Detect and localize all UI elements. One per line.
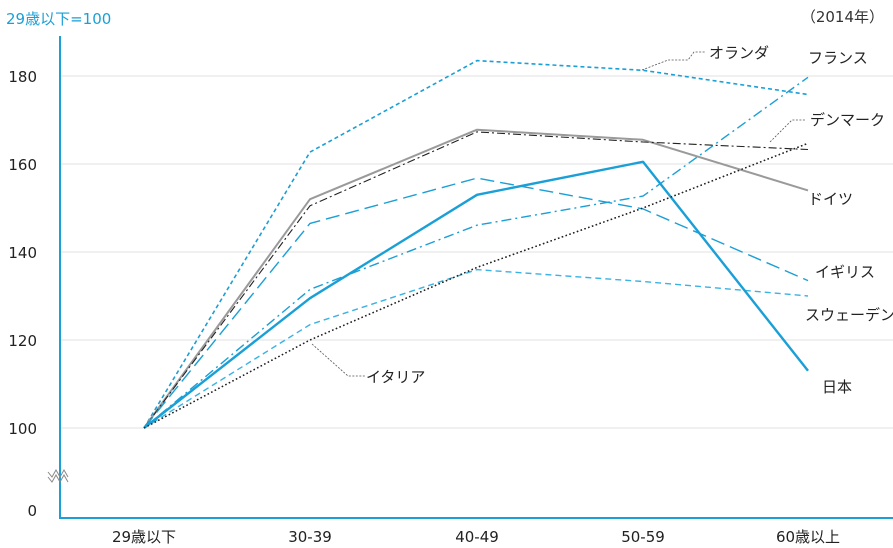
label-leaders [311, 51, 806, 377]
leader-denmark [769, 119, 806, 143]
year-note: （2014年） [801, 8, 884, 26]
series-line-3 [143, 128, 809, 429]
label-germany: ドイツ [808, 190, 853, 208]
series-labels: オランダ フランス デンマーク ドイツ イギリス スウェーデン 日本 イタリア [366, 44, 893, 396]
series-line-4 [143, 131, 809, 429]
series-lines [143, 59, 809, 429]
series-line-2 [143, 142, 809, 429]
label-japan: 日本 [822, 378, 852, 396]
x-tick-1: 30-39 [288, 528, 332, 546]
x-tick-3: 50-59 [621, 528, 665, 546]
series-line-5 [143, 177, 809, 429]
label-sweden: スウェーデン [805, 306, 893, 324]
x-tick-0: 29歳以下 [112, 528, 176, 546]
label-denmark: デンマーク [810, 111, 885, 129]
y-tick-180: 180 [8, 68, 37, 86]
unit-note: 29歳以下=100 [6, 10, 111, 28]
x-tick-labels: 29歳以下 30-39 40-49 50-59 60歳以上 [112, 528, 840, 546]
x-tick-2: 40-49 [455, 528, 499, 546]
grid-lines [60, 75, 893, 429]
y-tick-labels: 0 100 120 140 160 180 [8, 68, 37, 520]
axis-break-mark [47, 468, 69, 484]
label-italy: イタリア [366, 368, 425, 386]
x-tick-4: 60歳以上 [776, 528, 840, 546]
series-line-8 [143, 142, 809, 429]
y-tick-120: 120 [8, 332, 37, 350]
y-tick-100: 100 [8, 420, 37, 438]
series-line-7 [143, 160, 809, 429]
series-line-6 [143, 268, 809, 429]
label-netherlands: オランダ [709, 44, 769, 62]
label-france: フランス [808, 49, 868, 67]
y-tick-140: 140 [8, 244, 37, 262]
leader-netherlands [641, 51, 706, 71]
y-tick-0: 0 [27, 502, 37, 520]
y-tick-160: 160 [8, 156, 37, 174]
label-uk: イギリス [815, 263, 875, 281]
leader-italy [311, 343, 366, 377]
series-line-1 [143, 76, 809, 429]
series-line-0 [143, 59, 809, 429]
